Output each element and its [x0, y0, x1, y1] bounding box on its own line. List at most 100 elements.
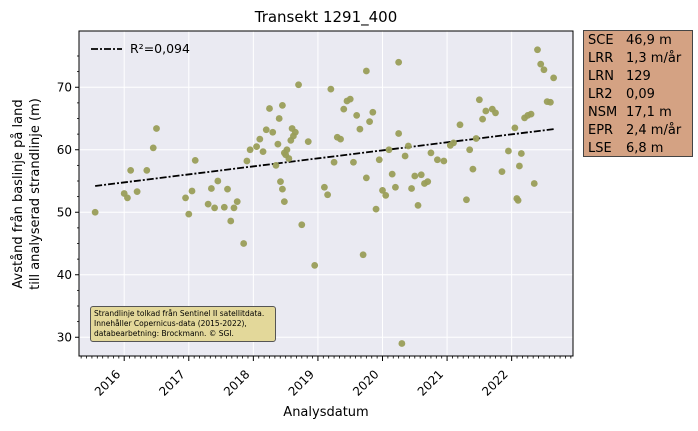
data-point	[366, 118, 373, 126]
data-point	[456, 121, 464, 129]
legend-trend-label: R²=0,094	[130, 41, 190, 56]
data-point	[516, 162, 523, 170]
data-point	[233, 198, 241, 206]
data-point	[511, 124, 519, 132]
chart-title: Transekt 1291_400	[254, 8, 398, 27]
data-point	[327, 85, 335, 93]
stat-key: LRN	[588, 69, 614, 84]
legend: R²=0,094	[91, 41, 190, 56]
stat-row-lr2: LR2 0,09	[588, 86, 688, 104]
data-point	[320, 183, 328, 191]
stat-key: NSM	[588, 105, 618, 120]
data-point	[517, 150, 525, 157]
stat-row-lse: LSE 6,8 m	[588, 140, 688, 158]
stat-value: 129	[626, 69, 651, 84]
data-point	[153, 125, 160, 132]
x-tick-label: 2021	[415, 367, 446, 398]
data-point	[362, 174, 370, 182]
data-point	[466, 146, 474, 154]
data-point	[295, 81, 302, 89]
data-point	[330, 158, 338, 166]
data-point	[133, 188, 141, 196]
stat-value: 0,09	[626, 87, 655, 102]
data-point	[256, 135, 264, 143]
data-point	[382, 191, 390, 199]
data-point	[311, 261, 319, 269]
data-point	[304, 138, 312, 146]
data-point	[220, 203, 228, 211]
data-point	[550, 74, 558, 82]
data-point	[207, 185, 215, 192]
stat-key: EPR	[588, 123, 614, 138]
stat-value: 17,1 m	[626, 105, 672, 120]
stat-value: 46,9 m	[626, 33, 672, 48]
data-point	[346, 95, 354, 103]
x-tick-label: 2022	[479, 367, 510, 398]
source-note: Strandlinje tolkad från Sentinel II sate…	[90, 306, 276, 342]
data-point	[214, 177, 222, 185]
y-axis-ticks: 30 40 50 60 70	[57, 55, 79, 344]
data-point	[372, 205, 380, 213]
y-axis-label: Avstånd från baslinje på land till analy…	[11, 98, 43, 290]
data-point	[392, 183, 399, 191]
data-point	[149, 144, 157, 152]
data-point	[127, 166, 135, 174]
data-point	[424, 178, 432, 186]
stat-key: LRR	[588, 51, 614, 66]
data-point	[224, 185, 231, 193]
data-point	[440, 157, 448, 165]
data-point	[479, 115, 486, 123]
data-point	[324, 191, 332, 199]
data-point	[463, 196, 470, 204]
data-point	[379, 186, 386, 194]
plot-frame	[78, 30, 574, 357]
data-point	[188, 187, 196, 195]
x-axis-label: Analysdatum	[283, 405, 368, 420]
stat-row-epr: EPR 2,4 m/år	[588, 122, 688, 140]
data-point	[243, 157, 251, 165]
data-point	[277, 178, 284, 186]
data-point	[262, 126, 270, 134]
data-point	[450, 139, 457, 147]
y-tick-label: 30	[57, 330, 72, 344]
data-point	[472, 135, 480, 142]
data-point	[388, 170, 396, 178]
source-note-line-1: Strandlinje tolkad från Sentinel II sate…	[94, 309, 265, 318]
data-point	[469, 165, 477, 173]
stat-key: SCE	[588, 33, 614, 48]
data-point	[230, 204, 238, 212]
y-axis-label-line-2: till analyserad strandlinje (m)	[28, 98, 43, 290]
x-tick-label: 2018	[221, 367, 252, 398]
data-point	[546, 98, 554, 106]
x-tick-label: 2019	[286, 367, 317, 398]
data-point	[280, 149, 288, 157]
data-point	[185, 210, 193, 218]
data-point	[279, 185, 286, 193]
data-point	[191, 156, 199, 164]
data-point	[398, 340, 406, 347]
data-point	[527, 110, 535, 118]
data-point	[356, 125, 364, 133]
statistics-box: SCE 46,9 m LRR 1,3 m/år LRN 129 LR2 0,09 NSM…	[583, 30, 693, 157]
data-point	[279, 101, 286, 109]
data-point	[482, 107, 490, 115]
data-point	[350, 158, 357, 166]
x-tick-label: 2017	[156, 367, 187, 398]
data-point	[272, 161, 280, 169]
data-point	[337, 135, 344, 143]
data-point	[395, 130, 403, 137]
trend-layer	[95, 128, 554, 187]
data-point	[182, 194, 189, 202]
data-points	[91, 46, 558, 347]
data-point	[124, 194, 131, 202]
data-point	[404, 142, 412, 150]
data-point	[240, 240, 248, 247]
stat-value: 1,3 m/år	[626, 51, 682, 66]
data-point	[291, 128, 299, 136]
stat-value: 6,8 m	[626, 141, 664, 156]
data-point	[269, 128, 277, 136]
y-tick-label: 60	[57, 143, 72, 157]
data-point	[540, 66, 548, 74]
data-point	[414, 201, 422, 209]
data-point	[514, 196, 522, 204]
